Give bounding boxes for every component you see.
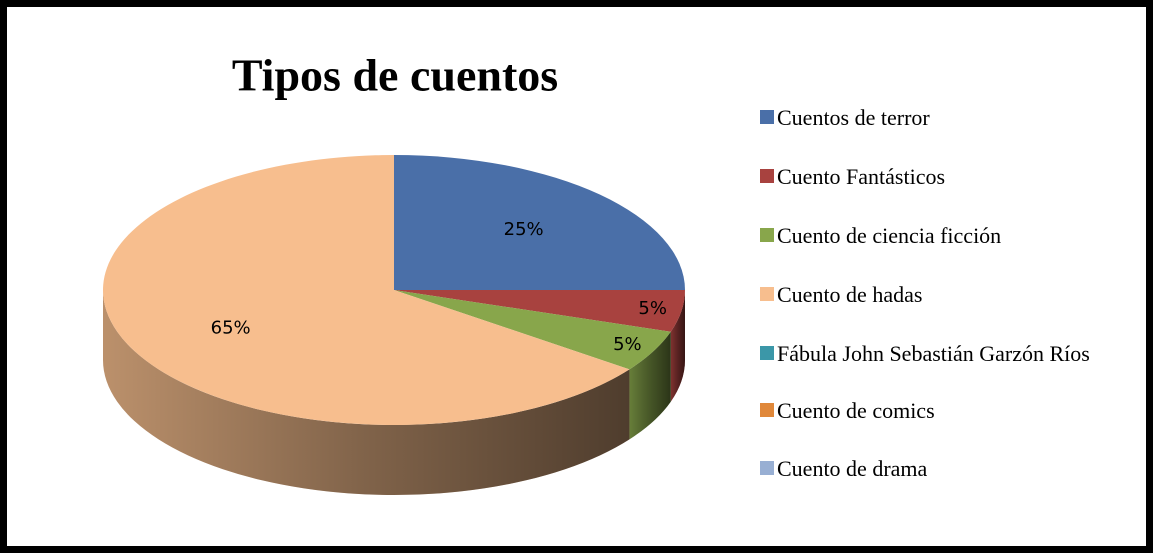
legend-item: Fábula John Sebastián Garzón Ríos [760, 339, 1090, 368]
legend-item: Cuento de drama [760, 454, 1090, 483]
legend-item: Cuentos de terror [760, 103, 1090, 132]
legend-swatch [760, 287, 774, 301]
legend-label: Cuento de drama [777, 456, 928, 481]
pie-slice [102, 155, 630, 426]
legend-item: Cuento Fantásticos [760, 162, 1090, 191]
pie-side-shade [103, 290, 630, 496]
legend-swatch [760, 403, 774, 417]
pie-side-shade [670, 290, 685, 402]
legend-item: Cuento de comics [760, 396, 1090, 425]
legend-label: Cuentos de terror [777, 105, 930, 130]
data-label: 5% [638, 298, 667, 319]
legend-label: Cuento de ciencia ficción [777, 223, 1002, 248]
legend-swatch [760, 228, 774, 242]
data-label: 5% [613, 334, 642, 355]
legend-swatch [760, 346, 774, 360]
legend-label: Fábula John Sebastián Garzón Ríos [777, 341, 1090, 366]
pie-side-shade [629, 331, 671, 440]
chart-title: Tipos de cuentos [232, 50, 558, 101]
legend-label: Cuento de comics [777, 398, 935, 423]
legend-swatch [760, 110, 774, 124]
data-label: 25% [504, 219, 544, 240]
data-label: 65% [211, 318, 251, 339]
legend-swatch [760, 169, 774, 183]
legend-item: Cuento de ciencia ficción [760, 221, 1090, 250]
pie-slice [394, 290, 685, 332]
legend-swatch [760, 461, 774, 475]
legend-label: Cuento Fantásticos [777, 164, 946, 189]
pie-slice [394, 290, 671, 370]
legend-item: Cuento de hadas [760, 280, 1090, 309]
legend-label: Cuento de hadas [777, 282, 923, 307]
pie-slice [394, 155, 685, 290]
